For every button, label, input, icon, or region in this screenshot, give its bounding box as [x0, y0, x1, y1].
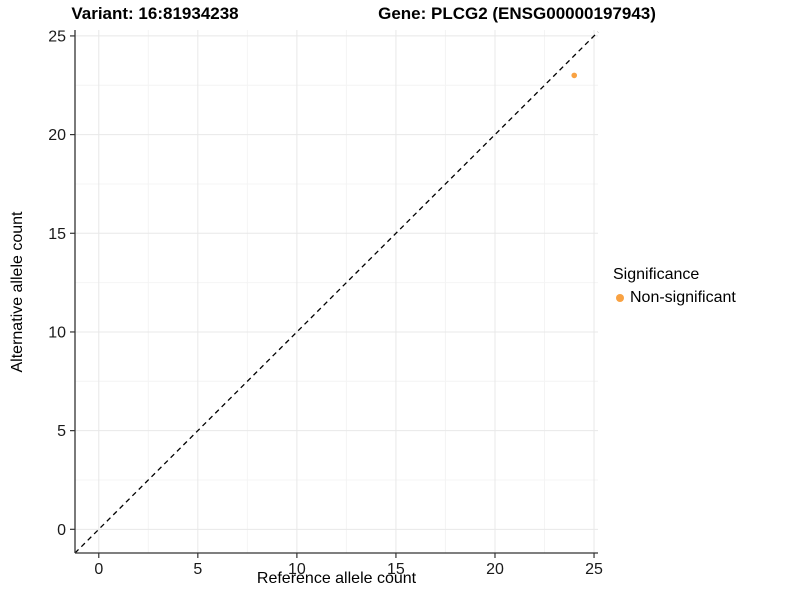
legend-item-label: Non-significant — [630, 289, 736, 306]
legend-item: Non-significant — [616, 289, 736, 307]
identity-reference-line — [74, 31, 599, 554]
y-tick-label: 0 — [57, 522, 66, 539]
y-tick-label: 25 — [48, 28, 66, 45]
legend-items: Non-significant — [613, 289, 736, 307]
x-tick-label: 10 — [288, 561, 306, 578]
y-tick-label: 20 — [48, 127, 66, 144]
legend-title: Significance — [613, 266, 700, 283]
plot-title-gene: Gene: PLCG2 (ENSG00000197943) — [378, 4, 656, 23]
legend-dot-icon — [616, 294, 624, 302]
x-tick-label: 15 — [387, 561, 405, 578]
x-tick-label: 20 — [486, 561, 504, 578]
y-tick-label: 10 — [48, 324, 66, 341]
x-tick-label: 25 — [585, 561, 603, 578]
y-tick-label: 5 — [57, 423, 66, 440]
x-axis-label: Reference allele count — [256, 570, 417, 587]
legend: Significance Non-significant — [613, 266, 736, 307]
y-tick-label: 15 — [48, 226, 66, 243]
data-point — [571, 72, 578, 79]
plot-title-variant: Variant: 16:81934238 — [71, 4, 239, 23]
x-tick-label: 5 — [193, 561, 202, 578]
y-axis-label: Alternative allele count — [9, 211, 26, 373]
x-tick-label: 0 — [94, 561, 103, 578]
